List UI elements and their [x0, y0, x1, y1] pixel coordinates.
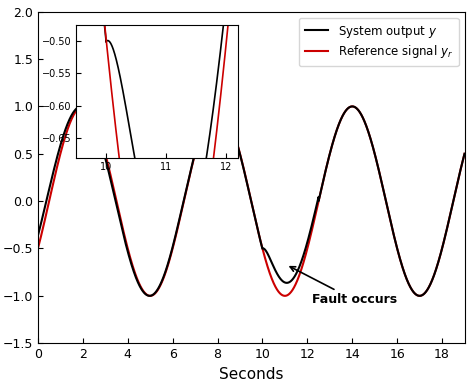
Reference signal $y_r$ — [35, 246, 41, 251]
System output $y$ — [56, 147, 62, 151]
Legend: System output $y$, Reference signal $y_r$: System output $y$, Reference signal $y_r… — [299, 18, 459, 66]
System output $y$ — [374, 160, 380, 165]
Line: System output $y$: System output $y$ — [38, 106, 465, 296]
Reference signal $y_r$ — [462, 151, 467, 156]
Reference signal $y_r$ — [288, 290, 293, 295]
Reference signal $y_r$ — [80, 104, 86, 109]
System output $y$ — [349, 104, 355, 109]
System output $y$ — [417, 294, 422, 298]
Reference signal $y_r$ — [374, 161, 380, 165]
Text: Fault occurs: Fault occurs — [290, 267, 397, 307]
Reference signal $y_r$ — [351, 105, 357, 109]
System output $y$ — [35, 233, 41, 238]
System output $y$ — [306, 234, 312, 239]
X-axis label: Seconds: Seconds — [219, 367, 283, 382]
System output $y$ — [190, 161, 195, 166]
Reference signal $y_r$ — [56, 155, 62, 160]
Line: Reference signal $y_r$: Reference signal $y_r$ — [38, 106, 465, 296]
System output $y$ — [351, 105, 357, 109]
Reference signal $y_r$ — [306, 239, 312, 244]
Reference signal $y_r$ — [190, 162, 195, 167]
System output $y$ — [462, 151, 467, 156]
Reference signal $y_r$ — [147, 294, 153, 298]
System output $y$ — [288, 279, 293, 284]
